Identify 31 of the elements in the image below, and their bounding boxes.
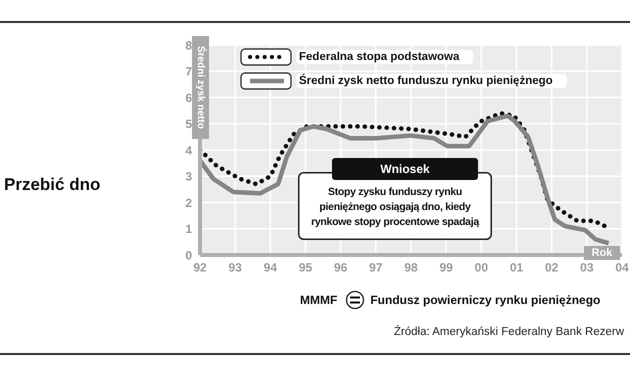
x-tick-label: 01 <box>510 260 524 275</box>
text: Fundusz powierniczy rynku pieniężnego <box>370 293 600 307</box>
text: Przebić dno <box>4 175 100 195</box>
x-tick-label: 92 <box>193 260 207 275</box>
text: Źródła: Amerykański Federalny Bank Rezerw <box>394 326 624 338</box>
x-tick-label: 94 <box>264 260 278 275</box>
y-tick-label: 4 <box>185 143 192 158</box>
annotation: Stopy zysku funduszy rynku pieniężnego osiągają dno, kiedy rynkowe stopy procentowe spadają <box>311 186 479 228</box>
x-tick-label: 04 <box>615 260 629 275</box>
y-tick-label: 6 <box>185 90 192 105</box>
x-tick-label: 99 <box>439 260 454 275</box>
y-tick-label: 2 <box>185 196 192 210</box>
x-tick-label: 96 <box>334 260 348 275</box>
y-tick-label: 8 <box>185 38 192 52</box>
legend-label: Federalna stopa podstawowa <box>296 50 474 64</box>
x-tick-label: 97 <box>369 260 383 275</box>
text: MMMF <box>300 293 338 307</box>
y-tick-label: 1 <box>185 222 192 236</box>
x-tick-label: 02 <box>544 260 559 275</box>
legend-label: Średni zysk netto funduszu rynku pieniężnego <box>296 74 567 88</box>
y-tick-label: 0 <box>185 248 192 262</box>
x-tick-label: 00 <box>474 260 488 275</box>
x-tick-label: 93 <box>228 260 242 275</box>
y-tick-label: 5 <box>185 117 192 132</box>
x-tick-label: 95 <box>298 260 312 275</box>
x-tick-label: 98 <box>404 260 418 275</box>
x-axis-title: Rok <box>584 246 620 260</box>
x-tick-label: 03 <box>580 260 594 275</box>
y-axis-title: Średni zysk netto <box>195 46 206 129</box>
y-tick-label: 3 <box>185 170 192 184</box>
y-tick-label: 7 <box>185 64 192 79</box>
